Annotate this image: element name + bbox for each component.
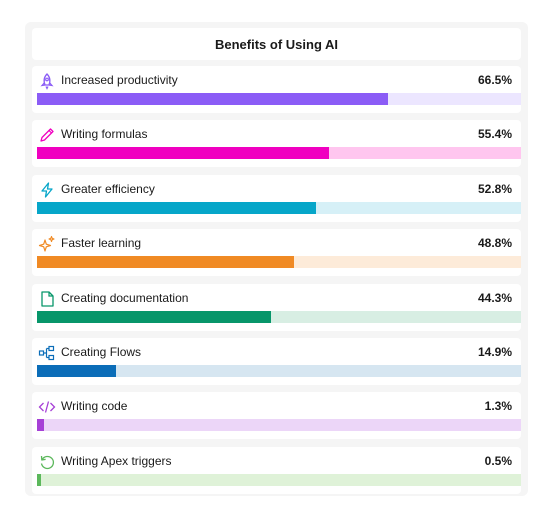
bar-row: Creating Flows 14.9% bbox=[32, 338, 521, 385]
value-label: 1.3% bbox=[484, 399, 512, 414]
bar bbox=[37, 201, 316, 214]
chart-panel: Benefits of Using AI Increased productiv… bbox=[25, 22, 528, 496]
value-label: 66.5% bbox=[477, 73, 512, 87]
category-label: Writing formulas bbox=[61, 127, 148, 142]
code-icon bbox=[38, 398, 56, 416]
refresh-icon bbox=[38, 453, 56, 471]
rocket-icon bbox=[38, 72, 56, 90]
bar-track bbox=[37, 93, 521, 105]
bar bbox=[37, 419, 44, 432]
bar-row: Increased productivity 66.5% bbox=[32, 66, 521, 113]
bar-row: Writing Apex triggers 0.5% bbox=[32, 446, 521, 494]
bar-row: Writing code 1.3% bbox=[32, 392, 521, 440]
document-icon bbox=[38, 290, 56, 308]
value-label: 48.8% bbox=[477, 236, 512, 251]
bar-track bbox=[37, 201, 521, 214]
bar bbox=[37, 93, 388, 105]
bar bbox=[37, 147, 330, 160]
bar-row: Faster learning 48.8% bbox=[32, 229, 521, 277]
value-label: 44.3% bbox=[477, 290, 512, 305]
bar-track bbox=[37, 147, 521, 160]
category-label: Creating Flows bbox=[61, 345, 142, 359]
bar bbox=[37, 310, 271, 323]
flow-icon bbox=[38, 344, 56, 362]
bar-track bbox=[37, 310, 521, 323]
bar-track bbox=[37, 256, 521, 269]
bar bbox=[37, 365, 116, 377]
value-label: 55.4% bbox=[477, 127, 512, 142]
bar bbox=[37, 256, 295, 269]
value-label: 0.5% bbox=[484, 453, 512, 468]
category-label: Writing Apex triggers bbox=[61, 453, 172, 468]
pencil-icon bbox=[38, 126, 56, 144]
bar bbox=[37, 473, 41, 486]
chart-title: Benefits of Using AI bbox=[32, 28, 521, 60]
bar-track bbox=[37, 365, 521, 377]
bar-row: Creating documentation 44.3% bbox=[32, 283, 521, 331]
value-label: 14.9% bbox=[477, 345, 512, 359]
category-label: Increased productivity bbox=[61, 73, 178, 87]
bar-row: Writing formulas 55.4% bbox=[32, 120, 521, 168]
bar-row: Greater efficiency 52.8% bbox=[32, 174, 521, 222]
bar-track bbox=[37, 419, 521, 432]
category-label: Writing code bbox=[61, 399, 128, 414]
lightning-icon bbox=[38, 181, 56, 199]
category-label: Greater efficiency bbox=[61, 181, 155, 196]
bar-track bbox=[37, 473, 521, 486]
sparkles-icon bbox=[38, 235, 56, 253]
category-label: Creating documentation bbox=[61, 290, 189, 305]
value-label: 52.8% bbox=[477, 181, 512, 196]
category-label: Faster learning bbox=[61, 236, 142, 251]
